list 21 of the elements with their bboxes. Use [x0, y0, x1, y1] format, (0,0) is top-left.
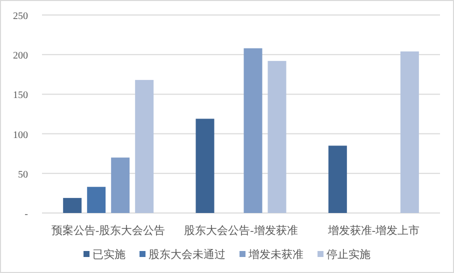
legend-label: 增发未获准 — [248, 248, 304, 261]
bar — [63, 198, 82, 213]
y-tick-label: 250 — [13, 11, 28, 22]
y-tick-label: 100 — [13, 130, 28, 141]
x-tick-label: 增发获准-增发上市 — [326, 224, 420, 237]
y-tick-label: 150 — [13, 90, 28, 102]
y-tick-label: - — [24, 209, 28, 220]
bar — [244, 48, 262, 213]
bar — [268, 60, 286, 213]
bar — [196, 118, 214, 213]
legend-label: 已实施 — [92, 248, 126, 261]
y-tick-label: 200 — [13, 50, 28, 62]
x-tick-label: 预案公告-股东大会公告 — [51, 224, 166, 237]
bar — [111, 158, 130, 213]
bar — [400, 51, 419, 213]
bar — [135, 80, 154, 213]
x-tick-label: 股东大会公告-增发获准 — [184, 224, 298, 237]
legend-label: 股东大会未通过 — [148, 248, 226, 261]
y-tick-label: 50 — [18, 169, 28, 180]
legend-label: 停止实施 — [326, 248, 370, 261]
bar — [328, 146, 347, 213]
